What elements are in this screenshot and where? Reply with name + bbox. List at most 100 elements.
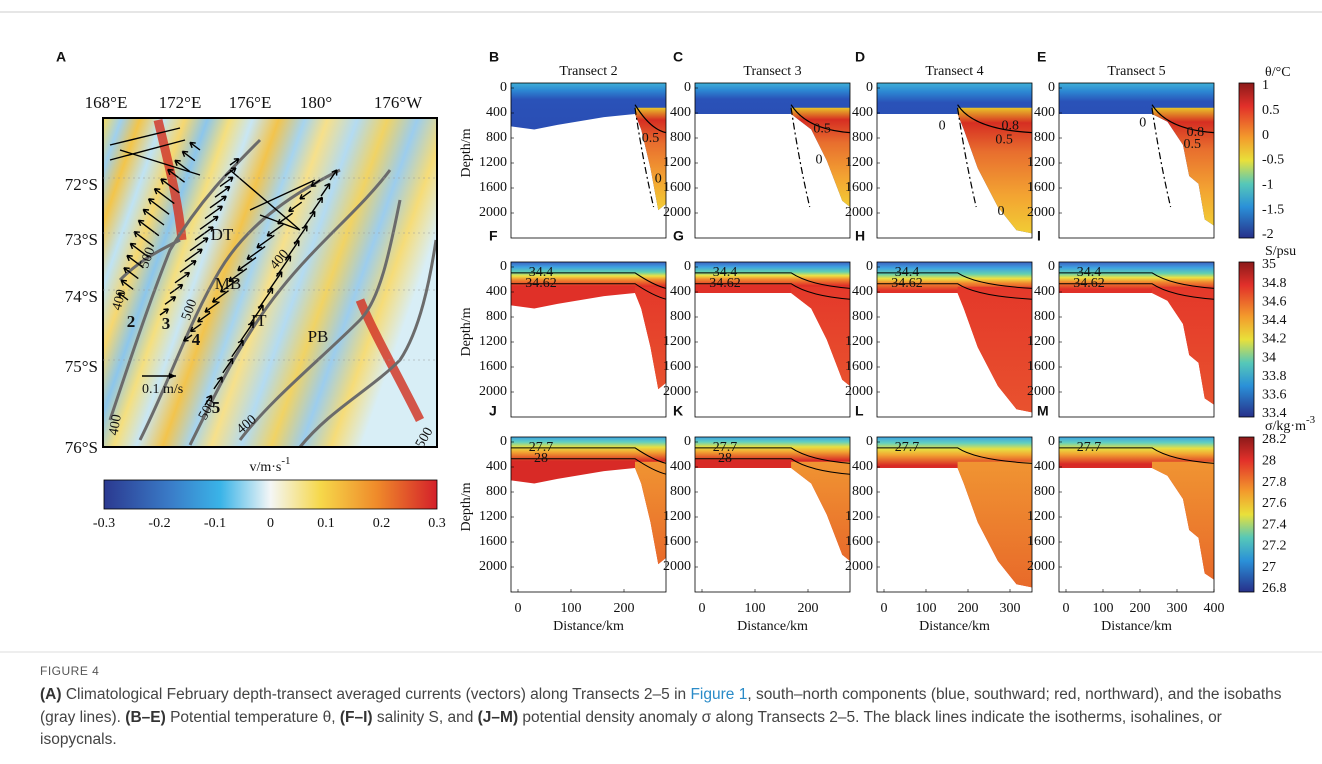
caption-part: (A) [40,686,62,703]
colorbar-tick-label: 33.6 [1262,388,1287,403]
depth-tick-label: 800 [852,309,873,324]
region-label: JT [250,311,268,330]
vector [123,267,139,280]
transect-label: 4 [192,330,201,349]
depth-tick-label: 0 [684,434,691,449]
colorbar-tick-label: 34.2 [1262,332,1287,347]
depth-tick-label: 1600 [479,180,507,195]
depth-tick-label: 400 [486,459,507,474]
depth-tick-label: 0 [866,259,873,274]
vector [181,150,196,162]
panel-label: M [1037,403,1049,419]
vector [256,234,275,249]
colorbar [1238,82,1255,239]
colorbar-tick-label: 0 [267,516,274,531]
colorbar [103,479,438,510]
colorbar-tick-label: 27.2 [1262,539,1287,554]
depth-tick-label: 800 [486,484,507,499]
panel-frame [694,261,851,418]
lon-tick-label: 176°E [229,93,272,112]
depth-tick-label: 800 [852,484,873,499]
colorbar-tick-label: 0.5 [1262,103,1280,118]
vector [237,256,257,272]
depth-tick-label: 400 [670,284,691,299]
contour-line [511,447,667,464]
depth-tick-label: 400 [1034,284,1055,299]
vector [109,127,316,231]
region-label: DT [211,225,234,244]
vector [174,159,191,172]
colorbar-tick-label: 27.4 [1262,517,1287,532]
region-label: PB [308,327,329,346]
column-title: Transect 5 [1107,64,1165,79]
title-superscript: -3 [1306,414,1316,426]
contour-line [511,458,667,475]
depth-tick-label: 0 [500,80,507,95]
contour-line [1059,283,1215,300]
depth-tick-label: 1600 [845,359,873,374]
isotherm [790,107,811,208]
panel-frame [1058,436,1215,593]
contour-label: 27.7 [529,440,554,455]
depth-tick-label: 0 [866,434,873,449]
colorbar-tick-label: -0.5 [1262,153,1284,168]
contour-label: 0.5 [813,122,831,137]
y-axis-label: Depth/m [459,128,474,177]
scale-label: 0.1 m/s [142,382,183,397]
contour-line [695,283,851,300]
depth-tick-label: 2000 [1027,559,1055,574]
contour-label: 27.7 [713,440,738,455]
vector [194,226,214,241]
map-frame [102,117,438,448]
vector [189,237,209,252]
title-text: σ/kg·m [1265,419,1306,434]
depth-tick-label: 800 [486,130,507,145]
contour-label: 28 [718,451,732,466]
depth-tick-label: 2000 [1027,205,1055,220]
depth-tick-label: 1200 [845,334,873,349]
depth-tick-label: 1200 [479,334,507,349]
panel-label: K [673,403,683,419]
x-tick-label: 200 [958,601,979,616]
lon-tick-label: 176°W [374,93,423,112]
vector [311,196,324,213]
depth-tick-label: 2000 [479,205,507,220]
depth-tick-label: 1200 [1027,334,1055,349]
contour-label: 34.62 [1073,276,1105,291]
depth-tick-label: 1200 [1027,509,1055,524]
depth-tick-label: 1600 [1027,180,1055,195]
vector [288,201,303,213]
x-tick-label: 100 [916,601,937,616]
contour-label: 34.4 [895,265,920,280]
x-tick-label: 200 [1130,601,1151,616]
section-field-slope [957,461,1032,588]
section-field-slope [635,461,666,565]
x-tick-label: 400 [1204,601,1225,616]
vector [153,188,175,205]
figure-link[interactable]: Figure 1 [690,686,748,703]
colorbar-tick-label: -0.1 [204,516,226,531]
colorbar-tick-label: -2 [1262,227,1274,242]
depth-tick-label: 1600 [1027,359,1055,374]
y-axis-label: Depth/m [459,482,474,531]
colorbar-tick-label: -0.3 [93,516,115,531]
caption-part: (B–E) [125,708,166,726]
x-tick-label: 100 [745,601,766,616]
colorbar-tick-label: 0.2 [373,516,391,531]
depth-tick-label: 400 [852,459,873,474]
vector [129,242,149,258]
panel-frame [694,436,851,593]
depth-tick-label: 2000 [845,384,873,399]
vector [167,168,185,183]
depth-tick-label: 1200 [479,509,507,524]
velocity-field [103,118,437,447]
panel-label: D [855,49,865,65]
section-field-slope [957,286,1032,413]
vector [209,195,227,209]
transect-label: 2 [127,312,136,331]
depth-tick-label: 1200 [663,509,691,524]
contour-label: 0.5 [995,133,1013,148]
caption-part: potential density anomaly σ along Transe… [40,708,1222,749]
panel-frame [876,436,1033,593]
depth-tick-label: 2000 [845,559,873,574]
